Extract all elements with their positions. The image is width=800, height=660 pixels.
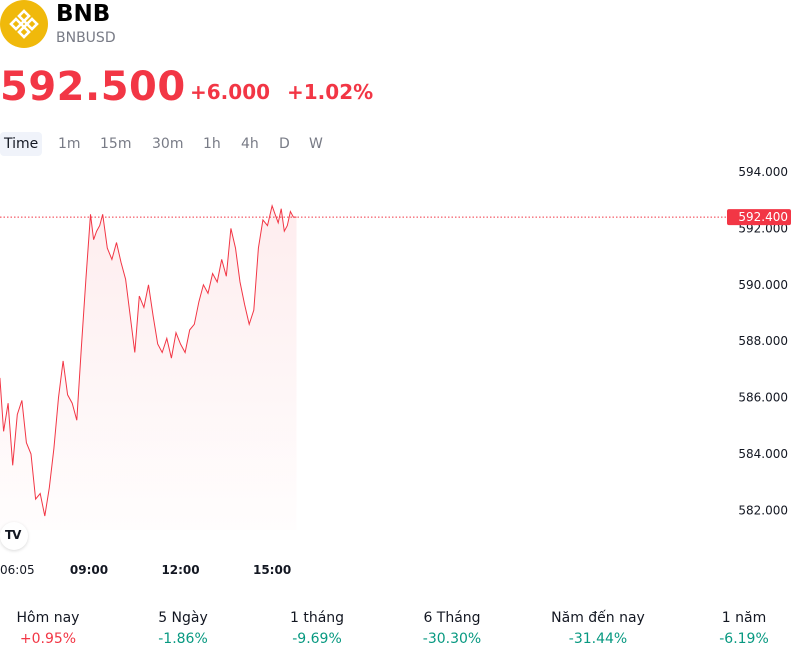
perf-value: -31.44%: [568, 631, 628, 647]
tab-1m[interactable]: 1m: [58, 136, 81, 152]
perf-label: 1 năm: [721, 610, 767, 626]
perf-today[interactable]: Hôm nay +0.95%: [0, 608, 113, 650]
tab-30m[interactable]: 30m: [152, 136, 184, 152]
tab-1h[interactable]: 1h: [203, 136, 221, 152]
quote-row: 592.500 +6.000 +1.02%: [0, 62, 600, 112]
last-price-label-text: 592.400: [738, 210, 788, 224]
perf-value: -9.69%: [292, 631, 342, 647]
perf-label: 1 tháng: [289, 610, 345, 626]
x-tick-label: 06:05: [0, 563, 35, 577]
perf-1y[interactable]: 1 năm -6.19%: [679, 608, 800, 650]
price-line: [0, 204, 297, 517]
tradingview-logo-icon[interactable]: TV: [0, 522, 28, 550]
price-area-fill: [0, 205, 297, 530]
x-tick-label: 15:00: [253, 563, 291, 577]
symbol-title: BNB: [56, 1, 111, 27]
perf-1m[interactable]: 1 tháng -9.69%: [252, 608, 382, 650]
tab-w[interactable]: W: [309, 136, 323, 152]
interval-tabs: Time 1m 15m 30m 1h 4h D W: [0, 132, 400, 156]
x-tick-label: 12:00: [161, 563, 199, 577]
perf-value: -1.86%: [158, 631, 208, 647]
y-tick-label: 582.000: [738, 503, 788, 517]
perf-label: 6 Tháng: [423, 610, 481, 626]
perf-ytd[interactable]: Năm đến nay -31.44%: [533, 608, 663, 650]
price-change-percent: +1.02%: [287, 80, 374, 104]
symbol-header: BNB BNBUSD: [0, 0, 400, 50]
perf-label: Hôm nay: [16, 610, 80, 626]
perf-5d[interactable]: 5 Ngày -1.86%: [118, 608, 248, 650]
price-chart[interactable]: 594.000592.000590.000588.000586.000584.0…: [0, 160, 800, 590]
tradingview-logo-text: TV: [5, 528, 22, 542]
perf-label: 5 Ngày: [158, 610, 208, 626]
bnb-logo-icon: [0, 0, 48, 48]
perf-label: Năm đến nay: [551, 610, 645, 626]
last-price-label: 592.400: [727, 209, 791, 226]
perf-6m[interactable]: 6 Tháng -30.30%: [387, 608, 517, 650]
y-tick-label: 590.000: [738, 278, 788, 292]
last-price: 592.500: [0, 64, 186, 110]
y-tick-label: 584.000: [738, 447, 788, 461]
tab-15m[interactable]: 15m: [100, 136, 132, 152]
perf-value: +0.95%: [19, 631, 77, 647]
perf-value: -30.30%: [422, 631, 482, 647]
perf-value: -6.19%: [719, 631, 769, 647]
x-tick-label: 09:00: [70, 563, 108, 577]
y-tick-label: 594.000: [738, 165, 788, 179]
performance-bar: Hôm nay +0.95% 5 Ngày -1.86% 1 tháng -9.…: [0, 608, 800, 653]
tab-d[interactable]: D: [279, 136, 290, 152]
tab-time[interactable]: Time: [0, 132, 43, 156]
y-tick-label: 588.000: [738, 334, 788, 348]
price-change: +6.000: [190, 80, 271, 104]
symbol-ticker: BNBUSD: [56, 30, 116, 46]
y-tick-label: 586.000: [738, 391, 788, 405]
tab-4h[interactable]: 4h: [241, 136, 259, 152]
